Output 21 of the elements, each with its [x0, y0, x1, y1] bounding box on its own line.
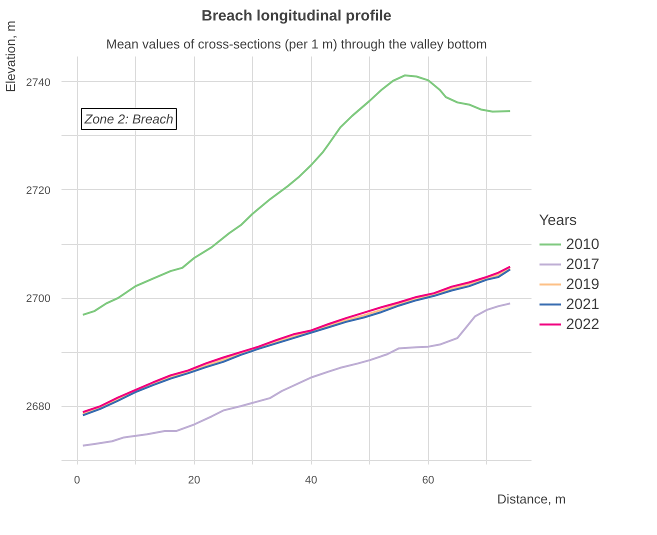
x-tick-label: 0 [74, 474, 80, 486]
x-tick-label: 40 [305, 474, 318, 486]
legend-title: Years [539, 212, 578, 229]
line-series [82, 74, 512, 316]
y-tick-label: 2720 [26, 184, 51, 197]
y-tick-label: 2700 [26, 293, 51, 306]
annotation: Zone 2: Breach [84, 112, 174, 126]
y-axis-title: Elevation, m [3, 20, 18, 92]
chart-title: Breach longitudinal profile [201, 8, 392, 24]
y-tick-label: 2680 [26, 401, 51, 414]
x-tick-label: 60 [422, 474, 434, 486]
legend-label: 2021 [566, 296, 600, 312]
legend-label: 2022 [566, 316, 600, 332]
x-tick-label: 20 [188, 474, 200, 486]
y-tick-label: 2740 [26, 76, 51, 89]
chart-subtitle: Mean values of cross-sections (per 1 m) through the valley bottom [106, 36, 487, 52]
x-axis-title: Distance, m [497, 492, 566, 506]
legend-label: 2019 [566, 276, 600, 292]
legend-label: 2010 [566, 236, 600, 252]
legend-label: 2017 [566, 256, 600, 272]
line-series [82, 302, 512, 447]
